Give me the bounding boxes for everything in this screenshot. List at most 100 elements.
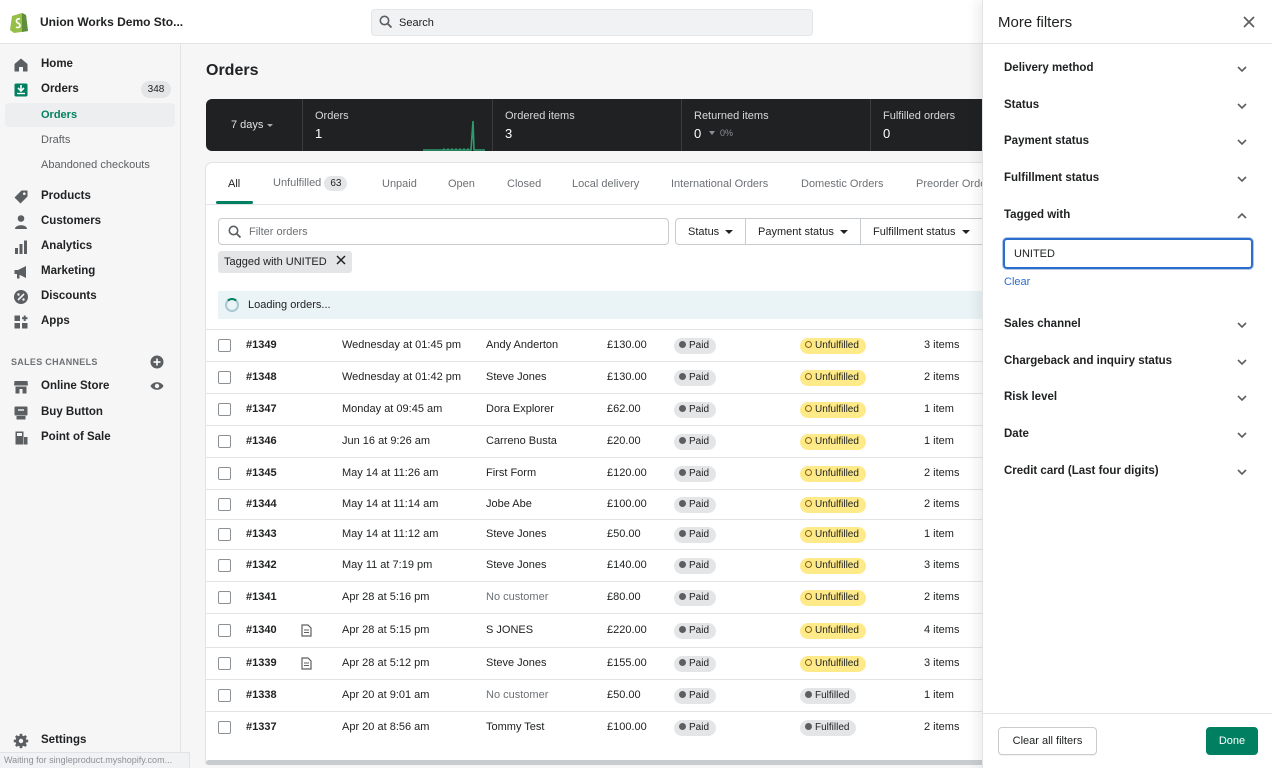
tab-closed[interactable]: Closed — [507, 178, 542, 190]
tab-unfulfilled[interactable]: Unfulfilled 63 — [273, 176, 348, 191]
sidebar-subitem-drafts[interactable]: Drafts — [41, 134, 71, 146]
order-number[interactable]: #1349 — [246, 339, 277, 351]
sidebar-item-point-of-sale[interactable]: Point of Sale — [0, 427, 181, 449]
tab-domestic-orders[interactable]: Domestic Orders — [801, 178, 884, 190]
row-checkbox[interactable] — [218, 559, 231, 572]
row-checkbox[interactable] — [218, 498, 231, 511]
search-bar[interactable]: Search — [371, 9, 813, 36]
sidebar-item-products[interactable]: Products — [0, 186, 181, 208]
date-range-picker[interactable]: 7 days — [206, 99, 303, 151]
order-number[interactable]: #1347 — [246, 403, 277, 415]
sidebar-item-apps[interactable]: Apps — [0, 311, 181, 333]
row-checkbox[interactable] — [218, 721, 231, 734]
tab-open[interactable]: Open — [448, 178, 475, 190]
filter-section-credit-card[interactable]: Credit card (Last four digits) — [983, 456, 1272, 486]
filter-section-fulfillment-status[interactable]: Fulfillment status — [983, 163, 1272, 193]
table-row[interactable]: #1339 Apr 28 at 5:12 pm Steve Jones £155.00… — [206, 647, 986, 679]
tagged-with-input[interactable] — [1003, 238, 1253, 269]
row-checkbox[interactable] — [218, 339, 231, 352]
tab-unpaid[interactable]: Unpaid — [382, 178, 417, 190]
order-number[interactable]: #1340 — [246, 624, 277, 636]
filter-section-chargeback[interactable]: Chargeback and inquiry status — [983, 346, 1272, 376]
filter-section-tagged-with[interactable]: Tagged with — [983, 200, 1272, 230]
sidebar-item-buy-button[interactable]: Buy Button — [0, 402, 181, 424]
eye-icon[interactable] — [150, 380, 164, 392]
active-tab-indicator — [216, 201, 253, 204]
table-row[interactable]: #1348 Wednesday at 01:42 pm Steve Jones £13… — [206, 361, 986, 393]
order-number[interactable]: #1345 — [246, 467, 277, 479]
row-checkbox[interactable] — [218, 689, 231, 702]
remove-filter-icon[interactable] — [336, 255, 346, 265]
sidebar-subitem-abandoned-checkouts[interactable]: Abandoned checkouts — [41, 159, 150, 171]
order-number[interactable]: #1342 — [246, 559, 277, 571]
sidebar-item-discounts[interactable]: Discounts — [0, 286, 181, 308]
tab-all[interactable]: All — [228, 178, 241, 190]
table-row[interactable]: #1340 Apr 28 at 5:15 pm S JONES £220.00 Paid… — [206, 613, 986, 647]
fulfillment-status-filter-button[interactable]: Fulfillment status — [860, 218, 986, 245]
loading-text: Loading orders... — [248, 299, 331, 311]
store-name[interactable]: Union Works Demo Sto... — [40, 15, 184, 29]
row-checkbox[interactable] — [218, 528, 231, 541]
row-checkbox[interactable] — [218, 371, 231, 384]
tagged-with-field[interactable] — [1005, 240, 1251, 267]
stat-value: 0 — [883, 126, 891, 141]
add-channel-icon[interactable] — [150, 355, 164, 369]
row-checkbox[interactable] — [218, 467, 231, 480]
row-checkbox[interactable] — [218, 657, 231, 670]
order-number[interactable]: #1339 — [246, 657, 277, 669]
note-icon — [301, 657, 312, 670]
order-date: Monday at 09:45 am — [342, 403, 443, 415]
table-row[interactable]: #1344 May 14 at 11:14 am Jobe Abe £100.00 Pa… — [206, 489, 986, 519]
order-number[interactable]: #1338 — [246, 689, 277, 701]
order-number[interactable]: #1346 — [246, 435, 277, 447]
filter-section-payment-status[interactable]: Payment status — [983, 126, 1272, 156]
table-row[interactable]: #1338 Apr 20 at 9:01 am No customer £50.00 P… — [206, 679, 986, 711]
order-number[interactable]: #1344 — [246, 498, 277, 510]
order-number[interactable]: #1348 — [246, 371, 277, 383]
filter-section-sales-channel[interactable]: Sales channel — [983, 309, 1272, 339]
filter-section-status[interactable]: Status — [983, 90, 1272, 120]
table-row[interactable]: #1341 Apr 28 at 5:16 pm No customer £80.00 P… — [206, 581, 986, 613]
date-range-caret-icon — [267, 124, 273, 127]
tab-international-orders[interactable]: International Orders — [671, 178, 769, 190]
row-checkbox[interactable] — [218, 624, 231, 637]
close-icon[interactable] — [1241, 14, 1257, 30]
sidebar-item-customers[interactable]: Customers — [0, 211, 181, 233]
table-row[interactable]: #1345 May 14 at 11:26 am First Form £120.00… — [206, 457, 986, 489]
sidebar-item-online-store[interactable]: Online Store — [0, 376, 181, 398]
filter-section-date[interactable]: Date — [983, 419, 1272, 449]
clear-tag-link[interactable]: Clear — [1004, 276, 1031, 288]
filter-orders-input[interactable]: Filter orders — [218, 218, 669, 245]
sidebar-item-home[interactable]: Home — [0, 54, 181, 76]
filter-section-risk-level[interactable]: Risk level — [983, 382, 1272, 412]
order-number[interactable]: #1343 — [246, 528, 277, 540]
table-row[interactable]: #1349 Wednesday at 01:45 pm Andy Anderton £… — [206, 329, 986, 361]
done-button[interactable]: Done — [1206, 727, 1258, 755]
sidebar-item-analytics[interactable]: Analytics — [0, 236, 181, 258]
sidebar-item-orders[interactable]: Orders 348 — [0, 79, 181, 101]
table-row[interactable]: #1347 Monday at 09:45 am Dora Explorer £62.… — [206, 393, 986, 425]
order-number[interactable]: #1337 — [246, 721, 277, 733]
applied-filter-tag: Tagged with UNITED — [218, 251, 352, 273]
order-number[interactable]: #1341 — [246, 591, 277, 603]
sidebar-item-label: Point of Sale — [41, 431, 111, 443]
order-customer: Steve Jones — [486, 657, 547, 669]
tab-local-delivery[interactable]: Local delivery — [572, 178, 640, 190]
table-row[interactable]: #1346 Jun 16 at 9:26 am Carreno Busta £20.0… — [206, 425, 986, 457]
payment-status-filter-button[interactable]: Payment status — [745, 218, 861, 245]
row-checkbox[interactable] — [218, 591, 231, 604]
table-row[interactable]: #1343 May 14 at 11:12 am Steve Jones £50.00… — [206, 519, 986, 549]
shopify-logo[interactable] — [9, 11, 29, 33]
tab-preorder-orders[interactable]: Preorder Orde — [916, 178, 986, 190]
horizontal-scrollbar[interactable] — [206, 760, 986, 765]
row-checkbox[interactable] — [218, 403, 231, 416]
table-row[interactable]: #1342 May 11 at 7:19 pm Steve Jones £140.00… — [206, 549, 986, 581]
sidebar-item-settings[interactable]: Settings — [0, 730, 181, 752]
sidebar-item-marketing[interactable]: Marketing — [0, 261, 181, 283]
row-checkbox[interactable] — [218, 435, 231, 448]
status-filter-button[interactable]: Status — [675, 218, 746, 245]
table-row[interactable]: #1337 Apr 20 at 8:56 am Tommy Test £100.00 P… — [206, 711, 986, 743]
clear-all-filters-button[interactable]: Clear all filters — [998, 727, 1097, 755]
filter-section-delivery-method[interactable]: Delivery method — [983, 53, 1272, 83]
sidebar-subitem-orders[interactable]: Orders — [41, 109, 78, 121]
